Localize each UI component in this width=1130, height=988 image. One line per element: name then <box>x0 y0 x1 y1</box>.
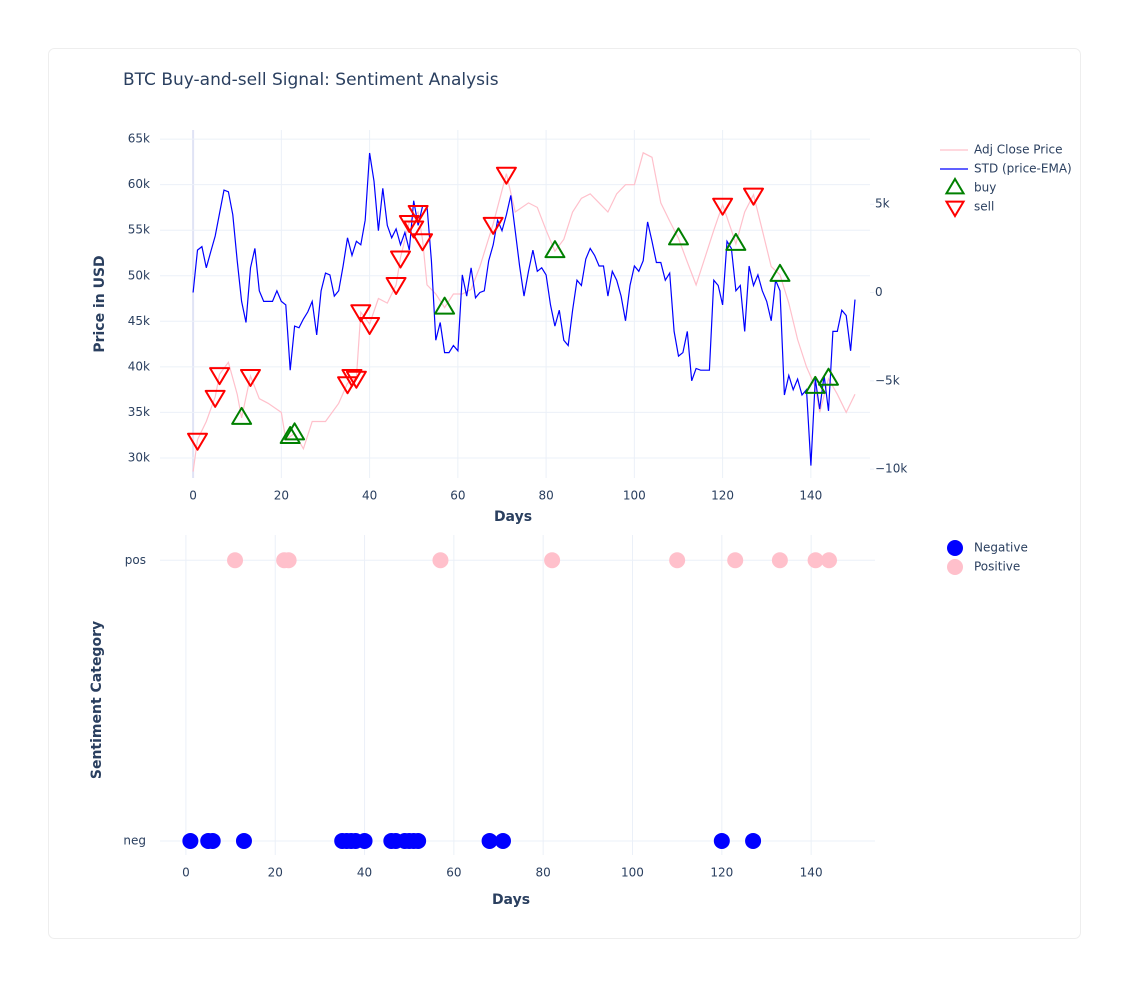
signal-marker <box>482 216 504 235</box>
signal-marker <box>403 220 425 239</box>
signal-marker <box>743 187 765 206</box>
y-tick-label: 30k <box>128 450 150 464</box>
signal-marker <box>412 233 434 252</box>
x-tick-label: 80 <box>538 489 553 503</box>
signal-marker <box>818 367 840 386</box>
y2-tick-label: 0 <box>875 285 883 299</box>
x-tick-label: 0 <box>182 866 190 880</box>
dot <box>544 552 561 569</box>
dot <box>356 832 373 849</box>
chart-title: BTC Buy-and-sell Signal: Sentiment Analy… <box>123 70 499 90</box>
signal-marker <box>284 422 306 441</box>
dot <box>410 832 427 849</box>
signal-marker <box>279 426 301 445</box>
x-tick-label: 40 <box>362 489 377 503</box>
dot <box>481 832 498 849</box>
x-tick-label: 100 <box>623 489 646 503</box>
signal-marker <box>209 367 231 386</box>
legend-swatch <box>944 200 966 218</box>
x-tick-label: 40 <box>357 866 372 880</box>
y-axis-title: Sentiment Category <box>89 621 105 779</box>
y2-tick-label: −5k <box>875 373 900 387</box>
signal-marker <box>341 368 363 387</box>
signal-marker <box>495 166 517 185</box>
x-tick-label: 140 <box>800 866 823 880</box>
y-tick-label: neg <box>123 833 146 847</box>
y-tick-label: pos <box>125 553 146 567</box>
signal-marker <box>725 232 747 251</box>
legend-label: STD (price-EMA) <box>974 162 1072 176</box>
signal-marker <box>434 296 456 315</box>
x-tick-label: 60 <box>446 866 461 880</box>
dot <box>280 552 297 569</box>
signal-marker <box>398 215 420 234</box>
line <box>192 151 856 472</box>
dot <box>204 832 221 849</box>
signal-marker <box>544 240 566 259</box>
x-tick-label: 100 <box>621 866 644 880</box>
legend-label: buy <box>974 181 996 195</box>
signal-marker <box>769 263 791 282</box>
x-tick-label: 120 <box>711 489 734 503</box>
signal-marker <box>712 197 734 216</box>
y2-tick-label: −10k <box>875 462 907 476</box>
dot <box>494 832 511 849</box>
legend-label: sell <box>974 200 994 214</box>
dot <box>182 832 199 849</box>
x-tick-label: 20 <box>274 489 289 503</box>
signal-marker <box>385 276 407 295</box>
legend-swatch <box>944 177 966 195</box>
y-tick-label: 65k <box>128 132 150 146</box>
y-axis-title: Price in USD <box>92 255 108 352</box>
y-tick-label: 40k <box>128 359 150 373</box>
signal-marker <box>667 227 689 246</box>
y-tick-label: 35k <box>128 405 150 419</box>
signal-marker <box>389 250 411 269</box>
x-tick-label: 80 <box>536 866 551 880</box>
legend-label: Adj Close Price <box>974 143 1063 157</box>
dot <box>713 832 730 849</box>
signal-marker <box>345 370 367 389</box>
y-tick-label: 45k <box>128 314 150 328</box>
dot <box>745 832 762 849</box>
dot <box>227 552 244 569</box>
x-axis-title: Days <box>492 892 530 908</box>
y-tick-label: 55k <box>128 223 150 237</box>
dot <box>669 552 686 569</box>
dot <box>771 552 788 569</box>
signal-marker <box>187 432 209 451</box>
legend-swatch <box>947 540 963 556</box>
y2-tick-label: 5k <box>875 197 890 211</box>
signal-marker <box>407 204 429 223</box>
dot <box>235 832 252 849</box>
dot <box>821 552 838 569</box>
card <box>48 48 1081 939</box>
x-tick-label: 20 <box>268 866 283 880</box>
signal-marker <box>204 389 226 408</box>
y-tick-label: 50k <box>128 268 150 282</box>
legend-swatch <box>947 559 963 575</box>
legend-label: Positive <box>974 560 1020 574</box>
line <box>192 152 856 466</box>
x-axis-title: Days <box>494 509 532 525</box>
signal-marker <box>231 406 253 425</box>
signal-marker <box>350 304 372 323</box>
y-tick-label: 60k <box>128 177 150 191</box>
signal-marker <box>359 317 381 336</box>
dot <box>727 552 744 569</box>
signal-marker <box>239 368 261 387</box>
dot <box>807 552 824 569</box>
x-tick-label: 60 <box>450 489 465 503</box>
dot <box>432 552 449 569</box>
legend-label: Negative <box>974 541 1028 555</box>
x-tick-label: 140 <box>799 489 822 503</box>
x-tick-label: 0 <box>189 489 197 503</box>
x-tick-label: 120 <box>710 866 733 880</box>
